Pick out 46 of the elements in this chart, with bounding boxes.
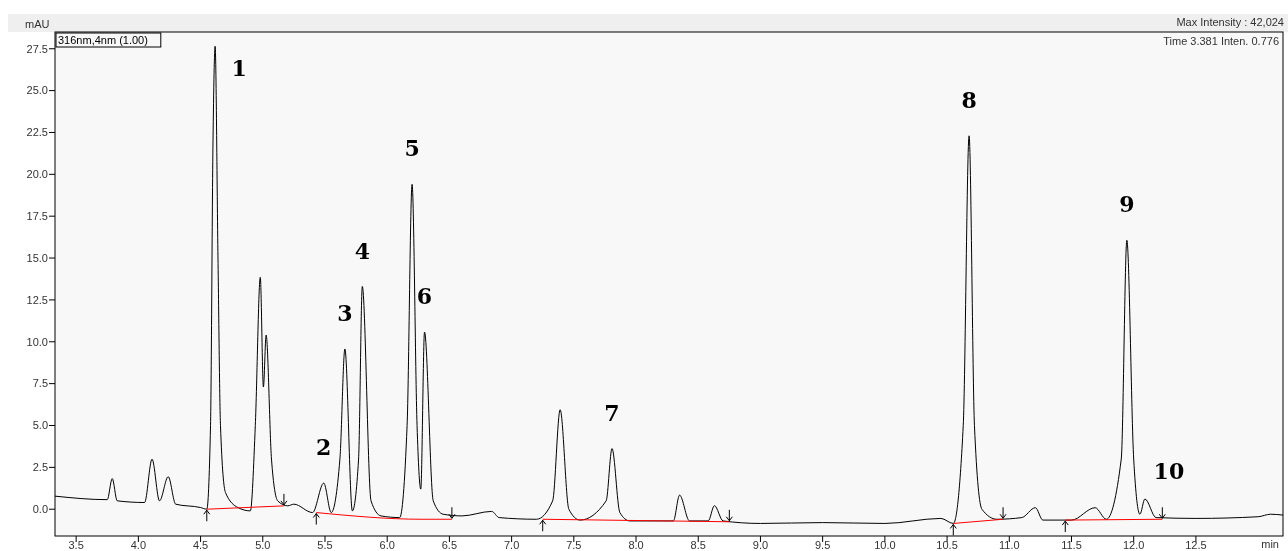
annotation: 4	[354, 237, 370, 264]
y-tick-label: 10.0	[26, 335, 48, 348]
x-tick-label: 6.0	[379, 539, 395, 551]
x-tick-label: 5.0	[255, 539, 271, 551]
annotation: Time 3.381 Inten. 0.776	[1163, 35, 1279, 47]
x-tick-label: 12.0	[1122, 539, 1145, 551]
x-axis-title: min	[1261, 538, 1279, 550]
y-tick-label: 7.5	[32, 377, 48, 390]
x-tick-label: 11.0	[998, 539, 1020, 551]
x-tick-label: 4.5	[192, 539, 209, 551]
annotation: 10	[1153, 458, 1185, 484]
y-tick-label: 27.5	[26, 42, 48, 55]
annotation: 8	[961, 86, 977, 113]
x-tick-label: 9.5	[815, 539, 831, 551]
y-axis-title: mAU	[25, 18, 50, 30]
annotation: 3	[337, 299, 353, 326]
annotation: 5	[404, 135, 420, 162]
y-tick-label: 2.5	[32, 461, 48, 474]
annotation: 7	[604, 399, 620, 426]
y-tick-label: 15.0	[26, 251, 48, 264]
annotation: 9	[1119, 191, 1135, 218]
text: Max Intensity : 42,024	[1176, 16, 1284, 28]
x-tick-label: 7.5	[566, 539, 582, 551]
x-tick-label: 11.5	[1061, 539, 1082, 551]
x-tick-label: 3.5	[68, 539, 84, 551]
x-tick-label: 5.5	[317, 539, 333, 551]
x-tick-label: 8.5	[690, 539, 706, 551]
x-tick-label: 9.0	[752, 539, 769, 551]
y-tick-label: 0.0	[32, 503, 48, 516]
y-tick-label: 12.5	[26, 293, 48, 306]
x-tick-label: 12.5	[1185, 539, 1207, 551]
x-tick-label: 10.0	[874, 539, 896, 551]
annotation: 2	[316, 434, 332, 461]
annotation: 6	[416, 283, 433, 310]
annotation: 316nm,4nm (1.00)	[58, 34, 148, 46]
y-tick-label: 20.0	[26, 168, 48, 181]
x-tick-label: 7.0	[503, 539, 520, 551]
x-tick-label: 6.5	[441, 539, 458, 551]
y-tick-label: 17.5	[26, 210, 48, 223]
y-tick-label: 5.0	[32, 419, 48, 432]
y-tick-label: 25.0	[26, 84, 48, 97]
x-tick-label: 4.0	[130, 539, 147, 551]
y-tick-label: 22.5	[26, 126, 48, 139]
x-tick-label: 8.0	[628, 539, 644, 551]
x-tick-label: 10.5	[936, 539, 958, 551]
annotation: 1	[231, 55, 247, 82]
